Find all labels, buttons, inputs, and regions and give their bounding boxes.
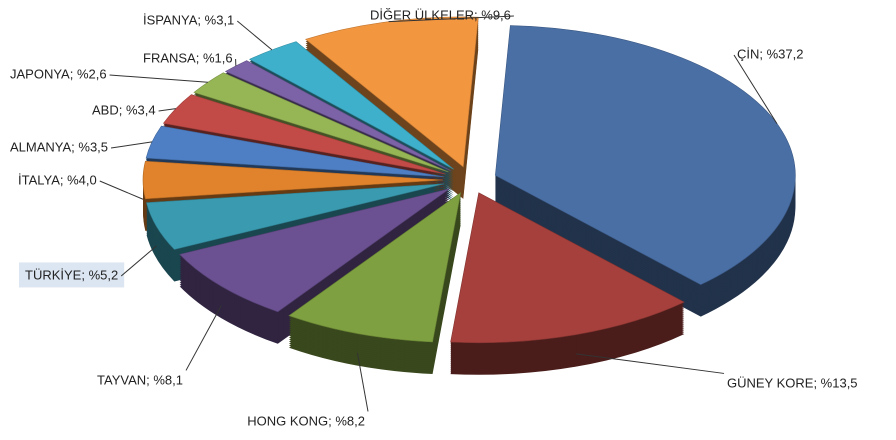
leader-line — [388, 15, 514, 23]
data-label: FRANSA; %1,6 — [143, 50, 233, 65]
data-label: HONG KONG; %8,2 — [247, 413, 365, 428]
leader-line — [110, 141, 153, 149]
leader-line — [733, 54, 778, 124]
slice — [162, 94, 446, 175]
data-label: JAPONYA; %2,6 — [10, 66, 107, 81]
data-label: İSPANYA; %3,1 — [143, 12, 234, 27]
slice — [288, 191, 462, 343]
data-label: ALMANYA; %3,5 — [10, 139, 108, 154]
slice — [179, 188, 450, 313]
leader-line — [99, 180, 144, 200]
leader-line — [575, 353, 725, 374]
slice — [145, 125, 444, 178]
data-label: GÜNEY KORE; %13,5 — [727, 375, 858, 390]
slice — [450, 192, 685, 344]
slice — [248, 41, 454, 170]
slice — [142, 160, 444, 200]
slice — [146, 183, 445, 250]
data-label: DİĞER ÜLKELER; %9,6 — [370, 7, 511, 22]
data-label: ABD; %3,4 — [92, 102, 156, 117]
leader-line — [356, 352, 369, 412]
label-highlight — [19, 262, 125, 288]
data-label: TÜRKİYE; %5,2 — [25, 267, 118, 282]
data-label: İTALYA; %4,0 — [18, 172, 97, 187]
leader-line — [236, 20, 273, 51]
data-label: TAYVAN; %8,1 — [97, 372, 183, 387]
leader-line — [185, 305, 222, 371]
leader-line — [120, 245, 157, 277]
data-label: ÇİN; %37,2 — [737, 46, 803, 61]
leader-line — [158, 108, 176, 112]
leader-line — [109, 74, 208, 83]
